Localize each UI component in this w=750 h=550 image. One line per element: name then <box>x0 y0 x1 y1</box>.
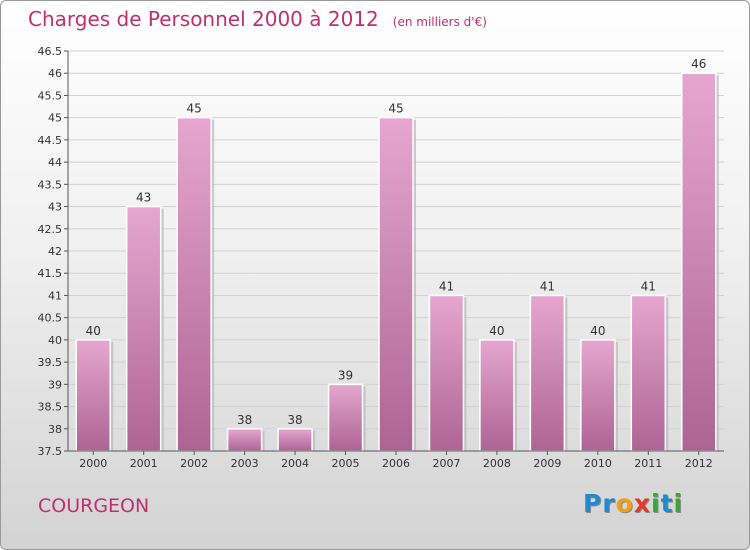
proxiti-logo: Proxiti <box>583 489 683 518</box>
logo-letter: r <box>602 489 616 518</box>
x-tick-label: 2004 <box>281 457 309 470</box>
chart-title: Charges de Personnel 2000 à 2012 (en mill… <box>28 7 487 31</box>
data-label: 38 <box>237 413 252 427</box>
x-tick-label: 2007 <box>432 457 460 470</box>
y-tick-label: 39.5 <box>38 356 63 369</box>
data-label: 39 <box>338 368 353 382</box>
bar-2006 <box>378 116 414 452</box>
data-label: 40 <box>86 324 101 338</box>
bar-2005 <box>327 383 364 452</box>
bar-2002 <box>176 116 212 452</box>
logo-letter: o <box>615 489 634 518</box>
data-label: 40 <box>590 324 605 338</box>
logo-letter: x <box>633 489 651 518</box>
data-label: 40 <box>489 324 504 338</box>
data-label: 43 <box>136 191 151 205</box>
y-tick-label: 46.5 <box>38 45 63 58</box>
y-tick-label: 37.5 <box>38 445 63 458</box>
logo-letter: P <box>583 489 603 518</box>
y-tick-label: 41 <box>48 289 62 302</box>
x-tick-label: 2005 <box>332 457 360 470</box>
y-tick-label: 44.5 <box>38 134 63 147</box>
x-tick-label: 2011 <box>634 457 662 470</box>
y-tick-label: 39 <box>48 378 62 391</box>
x-tick-label: 2000 <box>79 457 107 470</box>
bar-2003 <box>226 428 263 452</box>
y-tick-label: 43 <box>48 201 62 214</box>
x-tick-label: 2002 <box>180 457 208 470</box>
y-tick-label: 38.5 <box>38 401 63 414</box>
y-tick-label: 45 <box>48 112 62 125</box>
bar-2010 <box>580 339 616 452</box>
y-tick-label: 42 <box>48 245 62 258</box>
logo-letter: i <box>673 489 684 518</box>
chart-title-text: Charges de Personnel 2000 à 2012 <box>28 7 379 31</box>
y-tick-label: 40 <box>48 334 62 347</box>
logo-letter: t <box>660 489 674 518</box>
bar-2011 <box>630 294 667 452</box>
x-tick-label: 2010 <box>584 457 612 470</box>
x-tick-label: 2009 <box>533 457 561 470</box>
data-label: 41 <box>641 279 656 293</box>
y-tick-label: 45.5 <box>38 89 63 102</box>
data-label: 41 <box>540 279 555 293</box>
x-tick-label: 2003 <box>231 457 259 470</box>
logo-letter: i <box>651 489 661 518</box>
chart-unit: (en milliers d'€) <box>392 15 487 29</box>
data-label: 46 <box>691 57 706 71</box>
data-label: 38 <box>287 413 302 427</box>
data-label: 45 <box>388 102 403 116</box>
place-name: COURGEON <box>38 495 150 517</box>
y-tick-label: 43.5 <box>38 178 63 191</box>
bar-2004 <box>277 428 313 452</box>
bar-2012 <box>681 72 717 452</box>
bar-2001 <box>125 205 162 452</box>
x-tick-label: 2008 <box>483 457 511 470</box>
y-tick-label: 42.5 <box>38 223 63 236</box>
data-label: 45 <box>187 102 202 116</box>
x-tick-label: 2012 <box>685 457 713 470</box>
y-tick-label: 40.5 <box>38 312 63 325</box>
y-tick-label: 38 <box>48 423 62 436</box>
bar-2007 <box>428 294 465 452</box>
y-tick-label: 41.5 <box>38 267 63 280</box>
bar-2008 <box>479 339 515 452</box>
x-tick-label: 2001 <box>130 457 158 470</box>
bar-2000 <box>75 339 111 452</box>
data-label: 41 <box>439 279 454 293</box>
x-tick-label: 2006 <box>382 457 410 470</box>
bar-2009 <box>529 294 566 452</box>
y-tick-label: 46 <box>48 67 62 80</box>
y-tick-label: 44 <box>48 156 62 169</box>
